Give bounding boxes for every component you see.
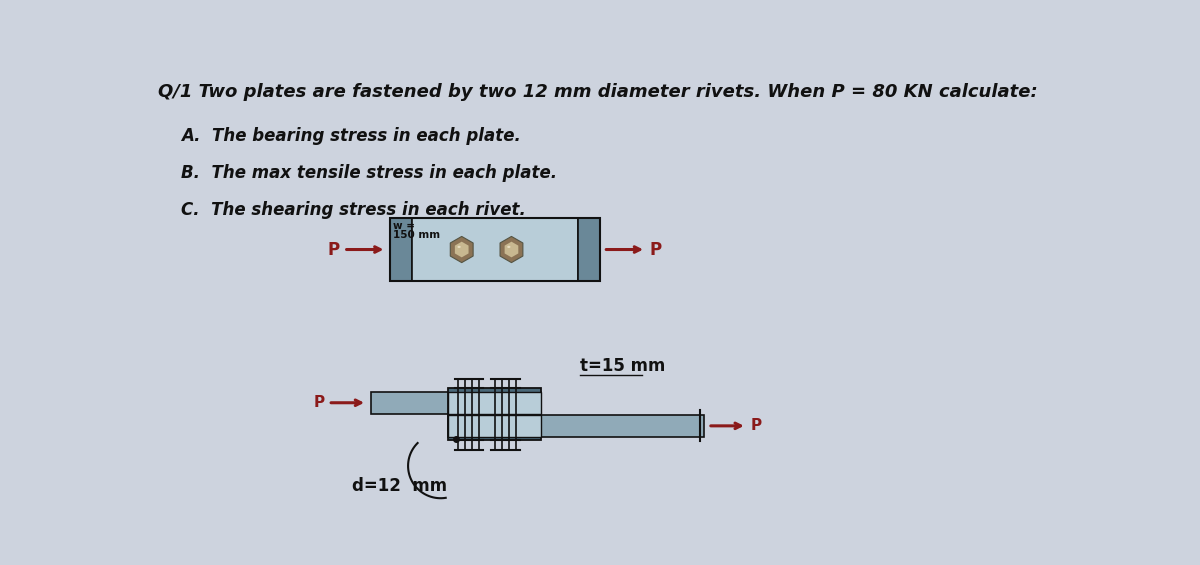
Bar (449, 392, 541, 414)
Polygon shape (500, 236, 523, 263)
Bar (371, 392, 541, 414)
Bar (412, 218, 578, 281)
Ellipse shape (508, 246, 510, 248)
Bar (390, 218, 412, 281)
Text: P: P (313, 396, 324, 410)
Polygon shape (455, 242, 468, 258)
Bar (449, 388, 541, 441)
Bar (449, 415, 704, 437)
Text: P: P (751, 418, 762, 433)
Text: t=15 mm: t=15 mm (580, 357, 666, 375)
Bar (390, 218, 600, 281)
Text: P: P (650, 241, 662, 259)
Ellipse shape (457, 246, 461, 248)
Bar (578, 218, 600, 281)
Text: 150 mm: 150 mm (394, 231, 440, 240)
Text: P: P (328, 241, 340, 259)
Text: A.  The bearing stress in each plate.: A. The bearing stress in each plate. (181, 127, 521, 145)
Text: Q/1 Two plates are fastened by two 12 mm diameter rivets. When P = 80 KN calcula: Q/1 Two plates are fastened by two 12 mm… (157, 83, 1038, 101)
Text: B.  The max tensile stress in each plate.: B. The max tensile stress in each plate. (181, 164, 557, 182)
Text: d=12  mm: d=12 mm (352, 477, 446, 495)
Text: w =: w = (394, 221, 415, 231)
Polygon shape (505, 242, 518, 258)
Text: C.  The shearing stress in each rivet.: C. The shearing stress in each rivet. (181, 201, 526, 219)
Polygon shape (450, 236, 473, 263)
Bar (449, 415, 541, 437)
